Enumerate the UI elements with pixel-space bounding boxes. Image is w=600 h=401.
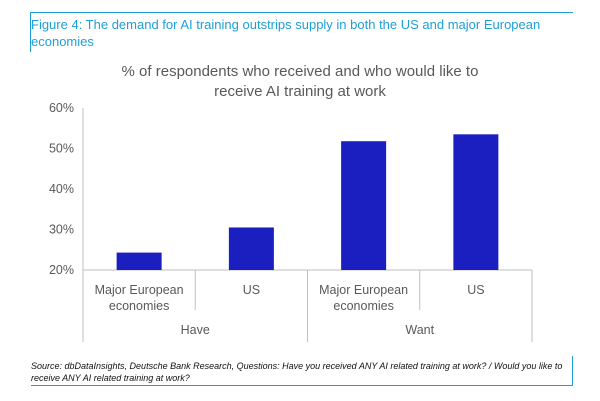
chart-title-line: receive AI training at work [214, 83, 386, 100]
bar [116, 252, 162, 270]
bar [228, 227, 274, 270]
y-tick-label: 30% [49, 223, 74, 237]
y-tick-label: 40% [49, 182, 74, 196]
bar [453, 134, 499, 270]
right-rule [572, 356, 573, 386]
figure-title: Figure 4: The demand for AI training out… [31, 17, 541, 49]
top-rule [31, 12, 573, 13]
chart-title: % of respondents who received and who wo… [122, 63, 479, 100]
bottom-rule [31, 385, 573, 386]
y-tick-label: 60% [49, 101, 74, 115]
x-axis: Major European economies US Major European e… [95, 283, 485, 337]
bar [341, 141, 387, 270]
y-axis: 20% 30% 40% 50% 60% [49, 101, 74, 277]
chart-title-line: % of respondents who received and who wo… [122, 63, 479, 80]
category-label: US [243, 283, 260, 297]
left-rule [30, 12, 31, 52]
category-label: economies [333, 299, 393, 313]
bars [116, 134, 499, 270]
category-label: Major European [95, 283, 184, 297]
source-note: Source: dbDataInsights, Deutsche Bank Re… [31, 361, 563, 383]
category-label: Major European [319, 283, 408, 297]
group-label: Want [405, 323, 434, 337]
y-tick-label: 50% [49, 142, 74, 156]
category-label: US [467, 283, 484, 297]
category-label: economies [109, 299, 169, 313]
group-label: Have [181, 323, 210, 337]
y-tick-label: 20% [49, 263, 74, 277]
